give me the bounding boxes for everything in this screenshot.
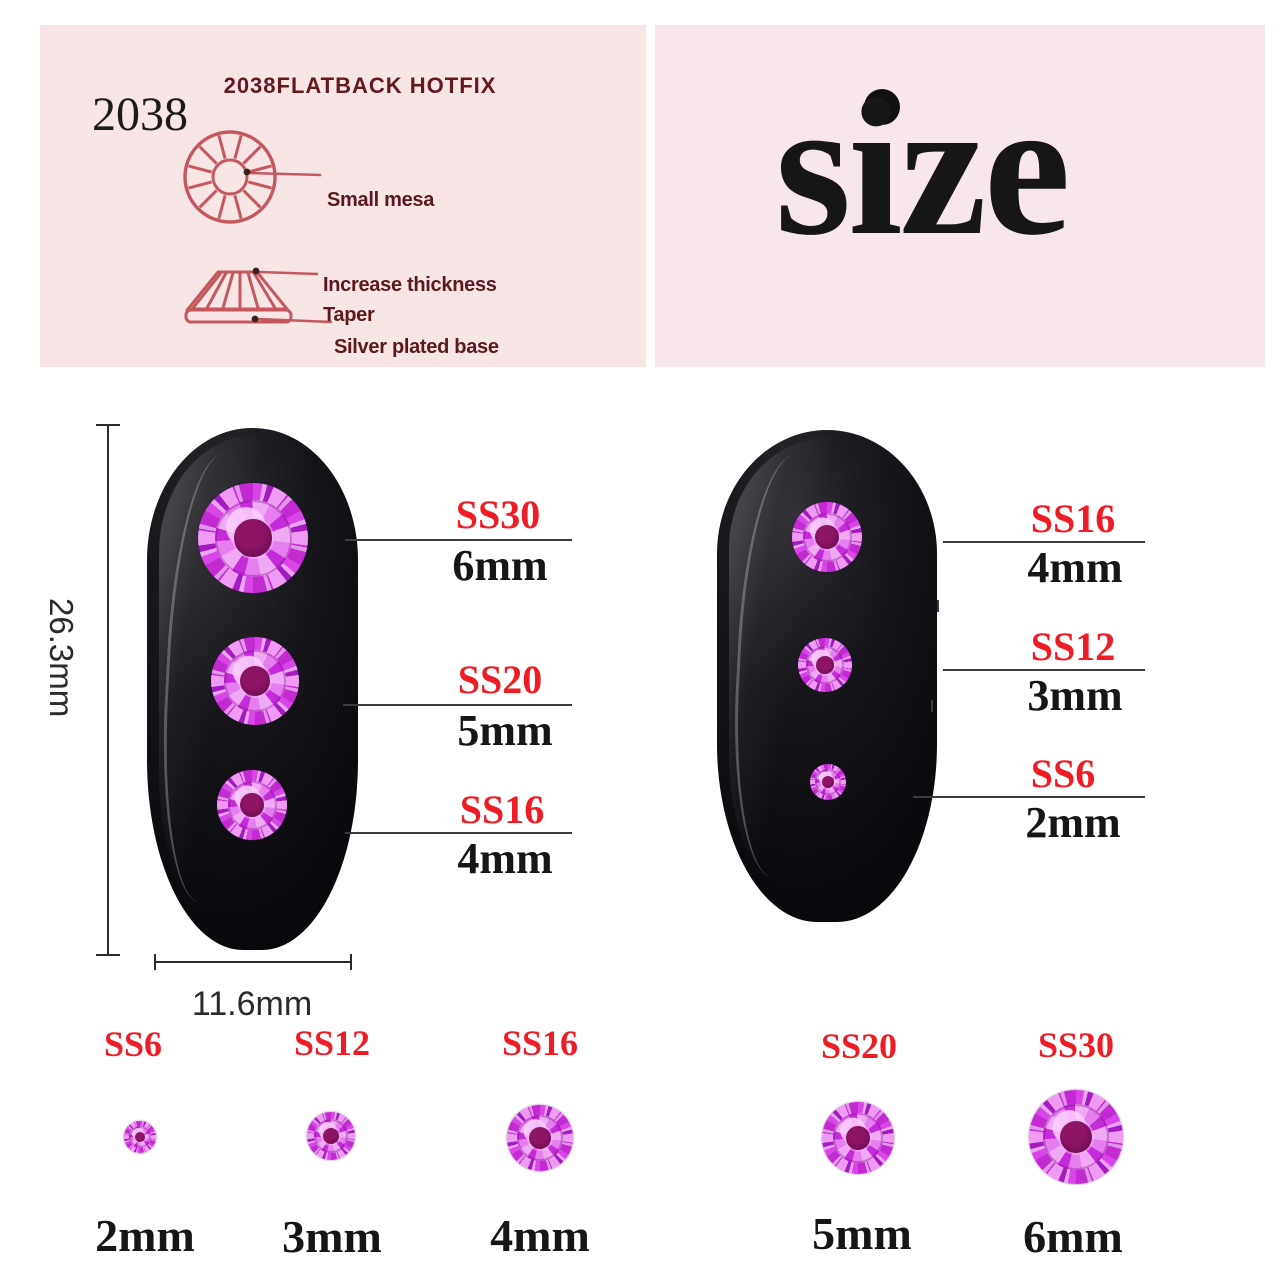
- rhinestone-chart-ss16: [507, 1105, 573, 1171]
- width-dimension-line: [155, 961, 352, 963]
- mm-size-label: 5mm: [812, 1208, 912, 1259]
- callout-line: [343, 704, 572, 706]
- rhinestone-technical-diagram: [183, 130, 333, 324]
- ss-code-label: SS16: [501, 1023, 579, 1063]
- rhinestone-ss30: [198, 483, 308, 593]
- spec-title: 2038FLATBACK HOTFIX: [223, 73, 497, 98]
- mm-size-label: 3mm: [282, 1211, 382, 1262]
- mm-size-label: 4mm: [1027, 543, 1123, 592]
- small-mesa-label: Small mesa: [327, 189, 435, 211]
- rhinestone-chart-ss30: [1029, 1090, 1123, 1184]
- rhinestone-chart-ss6: [124, 1121, 156, 1153]
- rhinestone-chart-ss20: [822, 1102, 894, 1174]
- rhinestone-chart-ss12: [307, 1112, 355, 1160]
- mm-size-label: 4mm: [457, 834, 553, 883]
- width-dimension-cap-right: [350, 954, 352, 970]
- callout-line: [345, 832, 572, 834]
- spec-panel: 2038FLATBACK HOTFIX 2038: [40, 25, 646, 367]
- ss-code-label: SS20: [820, 1026, 898, 1066]
- mm-size-label: 6mm: [452, 541, 548, 590]
- diagram-dots: [243, 168, 260, 323]
- taper-label: Taper: [323, 304, 375, 326]
- ss-code-label: SS30: [1037, 1025, 1115, 1065]
- ss-code-label: SS6: [1030, 751, 1096, 796]
- mm-size-label: 2mm: [1025, 798, 1121, 847]
- leader-lines: [249, 171, 333, 324]
- rhinestone-ss20: [211, 637, 299, 725]
- ss-code-label: SS12: [293, 1023, 371, 1063]
- callout-line: [345, 539, 572, 541]
- ss-code-label: SS16: [1030, 496, 1116, 541]
- i-dot: [864, 89, 900, 125]
- ss-code-label: SS30: [455, 492, 541, 537]
- height-dimension-line: [107, 426, 109, 956]
- size-panel: size: [655, 25, 1265, 367]
- edge-tick: [931, 700, 933, 712]
- size-headline: size: [775, 59, 1071, 276]
- rhinestone-ss12: [798, 638, 852, 692]
- mm-size-label: 5mm: [457, 706, 553, 755]
- top-view-diagram: [183, 130, 277, 224]
- rhinestone-ss6: [810, 764, 846, 800]
- mm-size-label: 4mm: [490, 1210, 590, 1261]
- mm-size-label: 2mm: [95, 1210, 195, 1261]
- ss-code-label: SS6: [103, 1024, 163, 1064]
- model-number: 2038: [92, 88, 188, 141]
- callout-line: [913, 796, 1145, 798]
- edge-tick: [937, 600, 939, 612]
- side-view-diagram: [184, 270, 293, 324]
- ss-code-label: SS16: [459, 787, 545, 832]
- rhinestone-ss16-right: [792, 502, 862, 572]
- increase-thickness-label: Increase thickness: [323, 274, 497, 296]
- mm-size-label: 3mm: [1027, 671, 1123, 720]
- ss-code-label: SS20: [457, 657, 543, 702]
- width-dimension-cap-left: [154, 954, 156, 970]
- callout-line: [943, 541, 1145, 543]
- silver-plated-base-label: Silver plated base: [334, 336, 499, 358]
- height-dimension-label: 26.3mm: [43, 598, 80, 718]
- height-dimension-cap-top: [96, 424, 120, 426]
- rhinestone-ss16: [217, 770, 287, 840]
- mm-size-label: 6mm: [1023, 1211, 1123, 1262]
- height-dimension-cap-bottom: [96, 954, 120, 956]
- callout-line: [943, 669, 1145, 671]
- width-dimension-label: 11.6mm: [191, 985, 313, 1023]
- ss-code-label: SS12: [1030, 624, 1116, 669]
